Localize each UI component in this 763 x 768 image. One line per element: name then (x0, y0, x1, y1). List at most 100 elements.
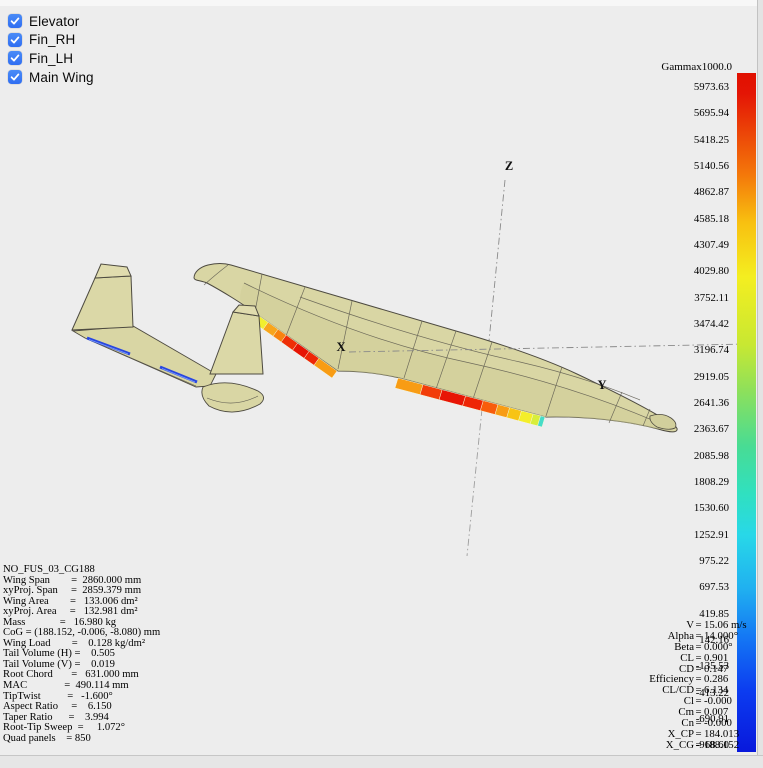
checkbox-checked-icon[interactable] (8, 14, 22, 29)
colorbar-tick: 5418.25 (693, 133, 729, 146)
colorbar-tick: 2641.36 (693, 396, 729, 409)
result-row: CD = 0.147 (636, 662, 747, 675)
result-equals: = (695, 695, 702, 708)
result-row: Cm = 0.007 (636, 707, 747, 718)
colorbar-tick: 4862.87 (693, 186, 729, 199)
result-label: Cm (678, 706, 694, 719)
colorbar-tick: 4307.49 (693, 238, 729, 251)
result-value: 0.007 (704, 706, 729, 719)
model-info-line: Aspect Ratio = 6.150 (3, 701, 112, 713)
heat-strip-left-wing (249, 312, 338, 379)
surface-toggle-row[interactable]: Main Wing (8, 68, 94, 87)
result-equals: = (695, 684, 702, 697)
z-axis-label: Z (505, 159, 513, 173)
colorbar-tick: 2085.98 (693, 449, 729, 462)
model-info-line: Quad panels = 850 (3, 732, 91, 744)
colorbar-tick: 1252.91 (693, 528, 729, 541)
result-row: Cn = -0.000 (636, 718, 747, 729)
checkbox-checked-icon[interactable] (8, 32, 22, 47)
model-info-line: Wing Area = 133.006 dm² (3, 595, 138, 607)
y-axis-label: Y (597, 378, 606, 392)
model-info-line: Wing Span = 2860.000 mm (3, 574, 142, 586)
surface-toggle-label: Fin_LH (29, 50, 74, 66)
model-info-line: Root Chord = 631.000 mm (3, 669, 139, 681)
colorbar-tick: 975.22 (699, 554, 729, 567)
checkbox-checked-icon[interactable] (8, 70, 22, 85)
colorbar-title: Gammax1000.0 (661, 61, 732, 73)
window-right-gutter (758, 0, 763, 768)
colorbar-tick: 3752.11 (694, 291, 729, 304)
result-label: V (686, 619, 694, 631)
window-bottom-gutter (0, 756, 763, 768)
colorbar-tick: -413.22 (695, 686, 729, 699)
surface-toggle-label: Elevator (29, 13, 80, 29)
result-row: CL = 0.901 (636, 651, 747, 664)
result-label: X_CP (667, 727, 694, 740)
result-equals: = (695, 706, 702, 719)
x-axis (348, 343, 748, 353)
model-info-line: xyProj. Span = 2859.379 mm (3, 585, 142, 597)
result-equals: = (695, 738, 702, 751)
checkbox-checked-icon[interactable] (8, 51, 22, 66)
surface-toggle-label: Main Wing (29, 69, 94, 85)
model-info-line: Mass = 16.980 kg (3, 616, 117, 628)
result-row: Alpha = 14.000° (636, 629, 747, 642)
result-equals: = (695, 629, 702, 642)
heat-strip-elevator (86, 336, 198, 384)
model-info-line: Taper Ratio = 3.994 (3, 711, 109, 723)
result-equals: = (695, 651, 702, 664)
result-row: V = 15.06 m/s (636, 619, 746, 631)
elevator-tip (201, 382, 264, 413)
result-row: Efficiency = 0.286 (636, 674, 747, 685)
result-row: Beta = 0.000° (636, 641, 747, 653)
window-top-edge (0, 0, 763, 6)
model-info-line: Root-Tip Sweep = 1.072° (3, 722, 125, 734)
model-info-line: CoG = (188.152, -0.006, -8.080) mm (3, 627, 161, 639)
result-value: 188.152 (704, 738, 740, 751)
result-label: Cl (683, 695, 694, 708)
result-equals: = (695, 727, 702, 740)
result-label: Alpha (667, 629, 694, 642)
colorbar-tick: 1808.29 (693, 475, 729, 488)
x-axis-label: X (336, 340, 345, 354)
model-info-line: Wing Load = 0.128 kg/dm² (3, 637, 146, 649)
colorbar-tick: 142.16 (699, 633, 729, 646)
colorbar-tick: 3474.42 (693, 317, 729, 330)
surface-toggle-row[interactable]: Elevator (8, 12, 94, 31)
window-right-border (757, 0, 758, 768)
model-info-line: MAC = 490.114 mm (3, 680, 129, 692)
surface-toggle-label: Fin_RH (29, 32, 76, 48)
result-label: Cn (681, 717, 694, 730)
colorbar-tick: -968.60 (695, 739, 729, 752)
colorbar-tick: 2363.67 (693, 423, 729, 436)
colorbar-tick: 5140.56 (693, 159, 729, 172)
colorbar-tick: 4029.80 (693, 265, 729, 278)
result-value: 0.901 (704, 651, 729, 664)
fin-rh (209, 304, 264, 375)
result-row: Cl = -0.000 (636, 696, 747, 707)
model-info-line: TipTwist = -1.600° (3, 690, 113, 702)
result-label: CD (679, 662, 694, 675)
surface-toggle-panel: Elevator Fin_RH Fin_LH (8, 12, 94, 86)
result-label: CL (680, 651, 694, 664)
colorbar-tick: -690.91 (695, 712, 729, 725)
result-label: Efficiency (649, 673, 694, 686)
model-info-line: Tail Volume (H) = 0.505 (3, 648, 115, 660)
result-equals: = (695, 619, 702, 631)
result-label: CL/CD (662, 684, 694, 697)
result-value: 6.134 (704, 684, 729, 697)
result-value: -0.000 (704, 717, 732, 730)
result-value: 184.013 (704, 727, 740, 740)
colorbar-tick: 5695.94 (693, 107, 729, 120)
colorbar-tick: 697.53 (699, 581, 729, 594)
heat-strip-right-wing (394, 377, 546, 428)
result-equals: = (695, 673, 702, 686)
model-info-line: NO_FUS_03_CG188 (3, 564, 95, 575)
surface-toggle-row[interactable]: Fin_RH (8, 31, 94, 50)
colorbar-gradient (737, 73, 756, 752)
result-equals: = (695, 662, 702, 675)
colorbar-tick: -135.53 (695, 660, 729, 673)
surface-toggle-row[interactable]: Fin_LH (8, 49, 94, 68)
